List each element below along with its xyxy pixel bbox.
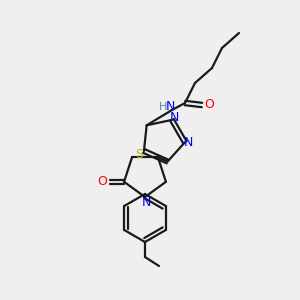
Text: S: S bbox=[135, 148, 143, 160]
Text: O: O bbox=[97, 175, 107, 188]
Text: N: N bbox=[184, 136, 194, 149]
Text: N: N bbox=[141, 196, 151, 208]
Text: N: N bbox=[165, 100, 175, 113]
Text: O: O bbox=[204, 98, 214, 112]
Text: N: N bbox=[169, 111, 178, 124]
Text: H: H bbox=[159, 102, 167, 112]
